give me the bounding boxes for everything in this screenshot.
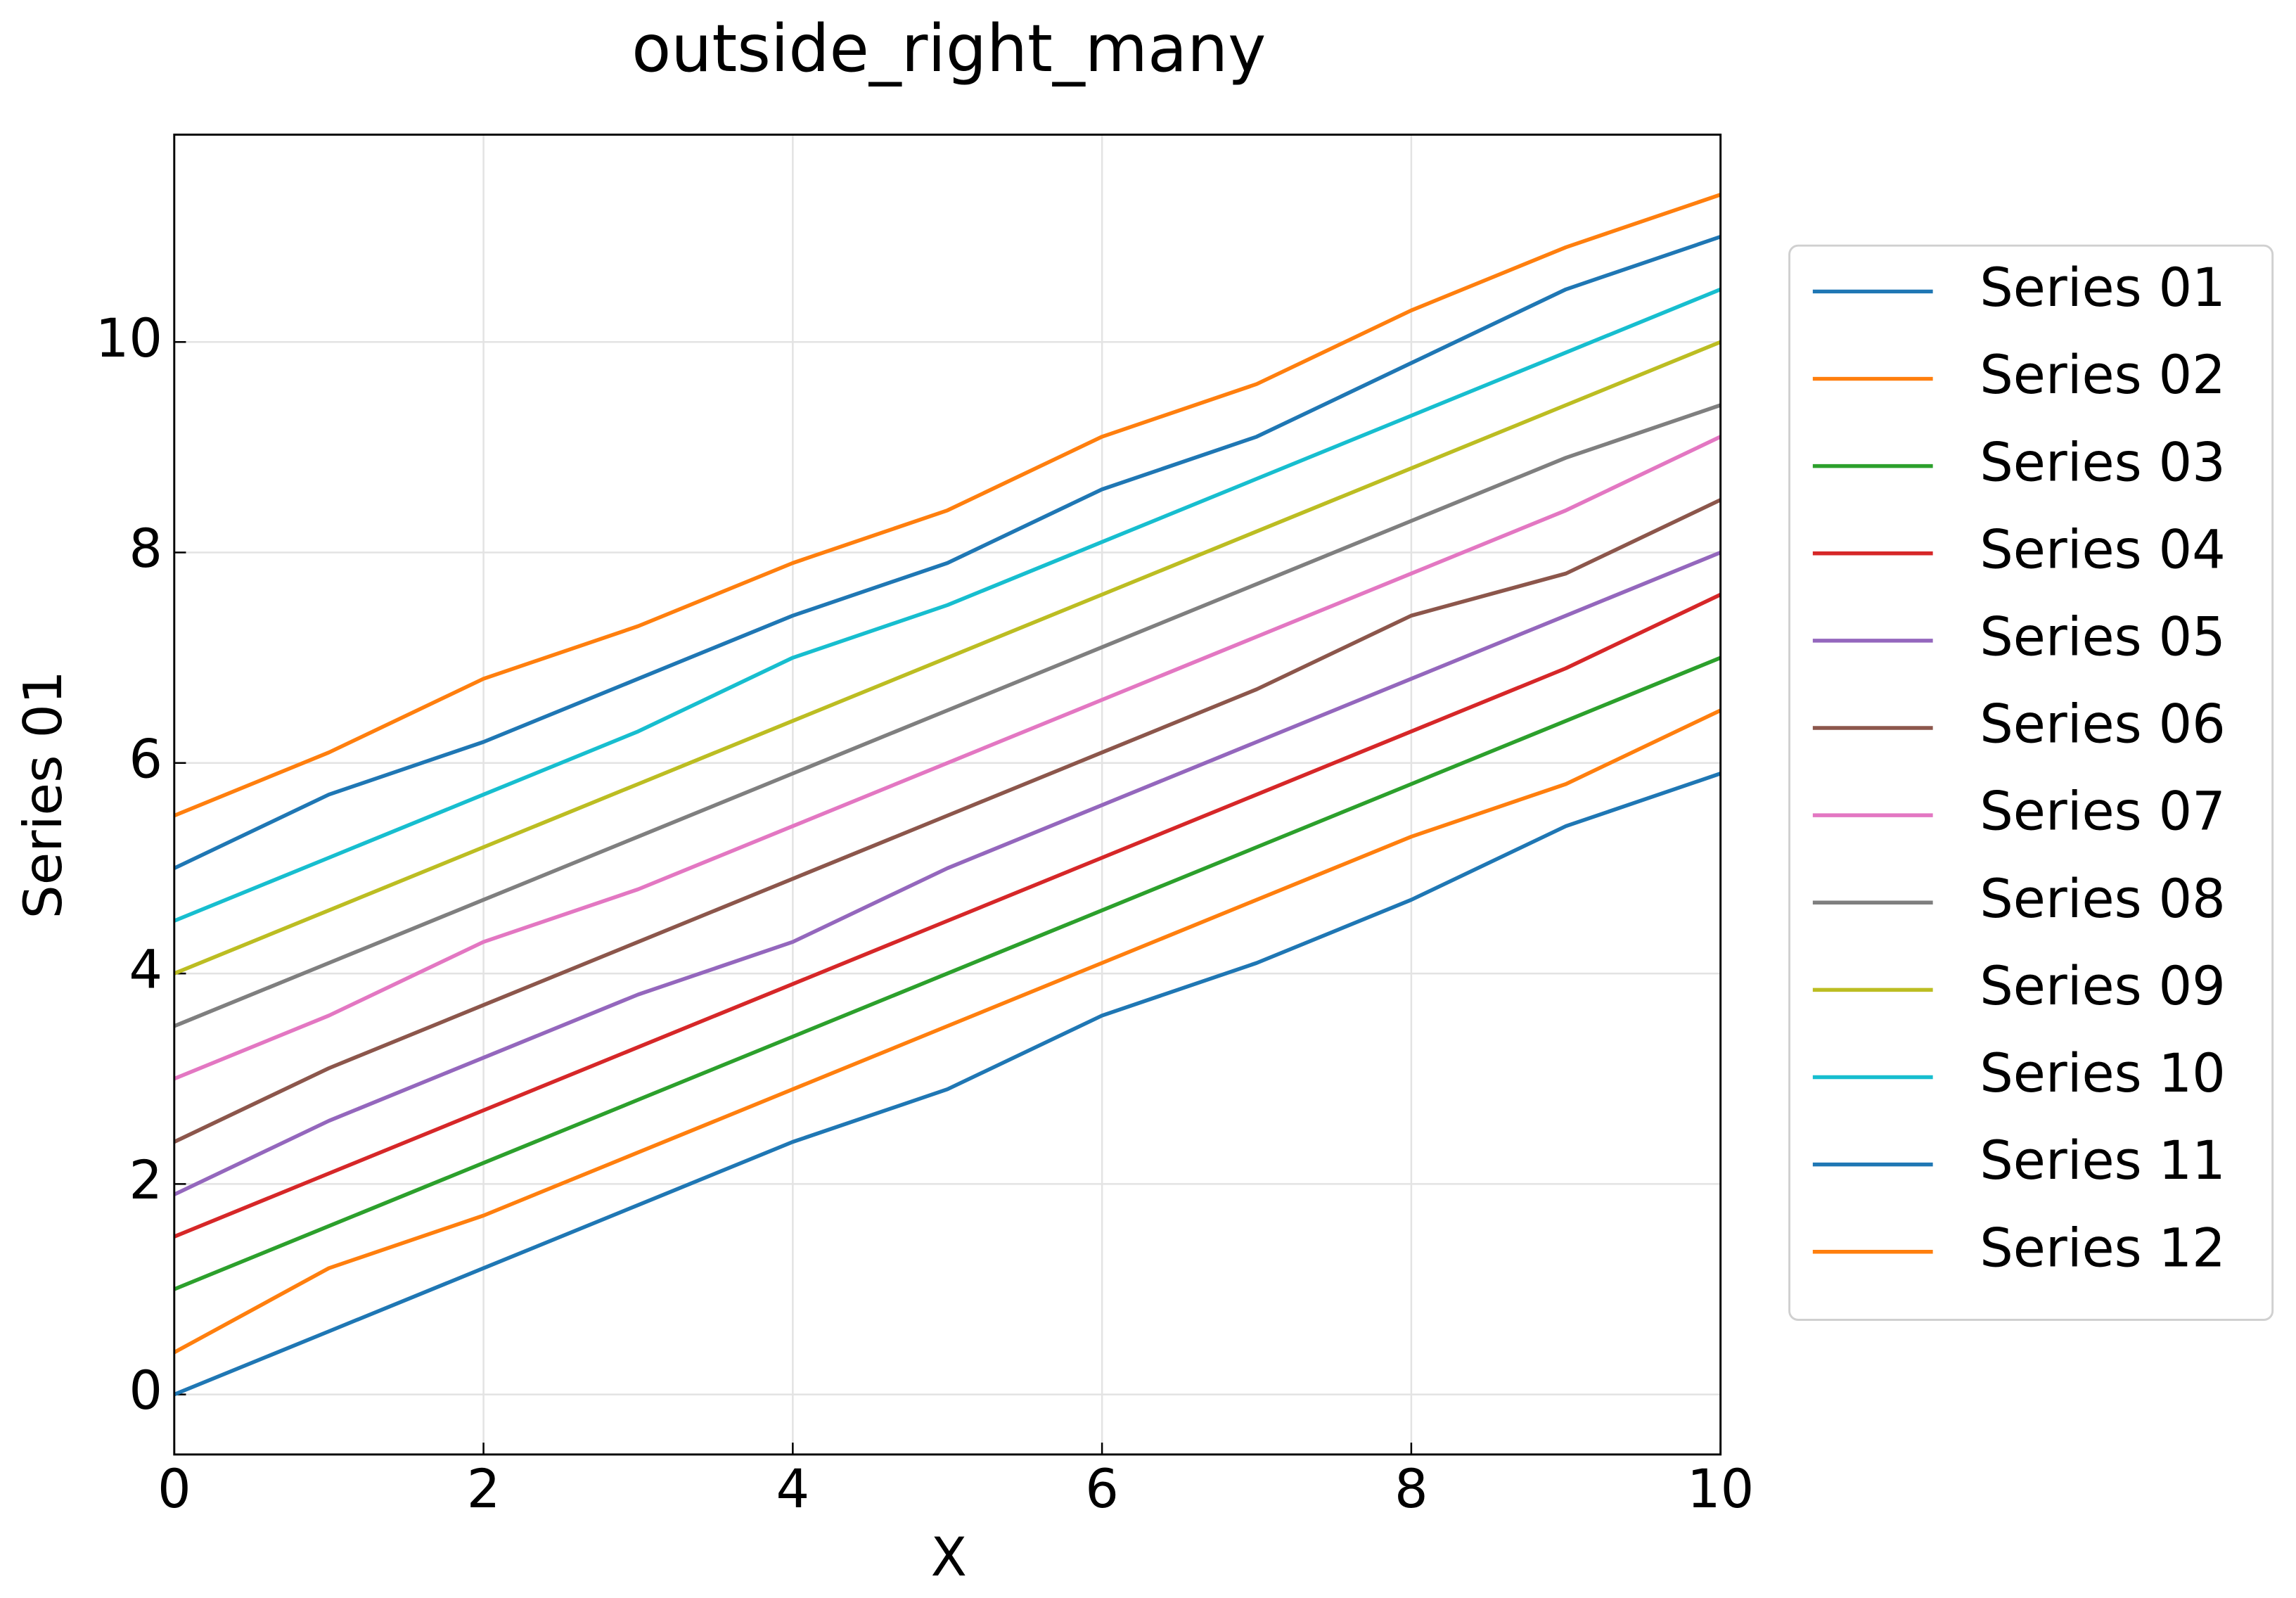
- y-tick-label: 4: [129, 938, 162, 1000]
- legend-label: Series 08: [1980, 868, 2226, 930]
- legend-label: Series 12: [1980, 1217, 2226, 1279]
- legend-label: Series 11: [1980, 1130, 2226, 1191]
- x-tick-label: 4: [776, 1458, 809, 1520]
- y-tick-label: 6: [129, 728, 162, 790]
- series-line: [173, 287, 1721, 923]
- legend: Series 01 Series 02 Series 03 Series 04 Seri…: [1788, 244, 2274, 1321]
- legend-label: Series 02: [1980, 344, 2226, 406]
- x-tick-label: 6: [1085, 1458, 1119, 1520]
- x-tick-label: 10: [1687, 1458, 1754, 1520]
- legend-label: Series 09: [1980, 955, 2226, 1017]
- series-line: [173, 193, 1721, 818]
- series-line: [173, 234, 1721, 870]
- y-tick-label: 8: [129, 518, 162, 580]
- x-tick-label: 8: [1394, 1458, 1428, 1520]
- y-tick-label: 2: [129, 1149, 162, 1211]
- series-line: [173, 340, 1721, 976]
- series-line: [173, 403, 1721, 1028]
- plot-frame: [173, 133, 1722, 1456]
- series-line: [173, 498, 1721, 1144]
- series-line: [173, 435, 1721, 1081]
- x-tick-label: 0: [158, 1458, 191, 1520]
- series-line: [173, 708, 1721, 1355]
- series-line: [173, 656, 1721, 1291]
- legend-label: Series 05: [1980, 606, 2226, 667]
- legend-frame: [1788, 244, 2274, 1321]
- legend-label: Series 03: [1980, 431, 2226, 493]
- y-tick-label: 0: [129, 1360, 162, 1421]
- legend-label: Series 07: [1980, 780, 2226, 842]
- series-line: [173, 592, 1721, 1239]
- legend-label: Series 06: [1980, 693, 2226, 755]
- y-tick-label: 10: [96, 307, 162, 369]
- chart-title: outside_right_many: [631, 11, 1266, 87]
- y-axis-label: Series 01: [12, 670, 74, 919]
- x-axis-label: X: [931, 1526, 967, 1588]
- x-tick-label: 2: [467, 1458, 501, 1520]
- legend-label: Series 10: [1980, 1042, 2226, 1104]
- legend-label: Series 04: [1980, 518, 2226, 580]
- series-line: [173, 550, 1721, 1196]
- legend-label: Series 01: [1980, 257, 2226, 319]
- series-line: [173, 772, 1721, 1397]
